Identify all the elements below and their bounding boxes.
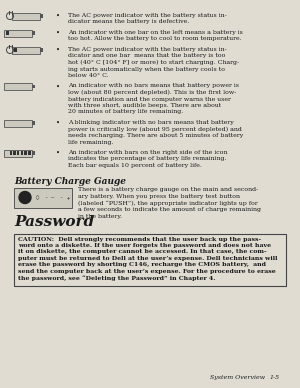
Text: -: -: [59, 195, 62, 200]
Text: •: •: [56, 119, 60, 127]
Text: The AC power indicator with the battery status in-
dicator means the battery is : The AC power indicator with the battery …: [68, 13, 227, 24]
Text: ○: ○: [36, 195, 40, 200]
Text: An indicator with one bar on the left means a battery is
too hot. Allow the batt: An indicator with one bar on the left me…: [68, 30, 243, 42]
Bar: [40, 14, 43, 18]
Text: •: •: [56, 12, 60, 20]
Text: +: +: [66, 195, 70, 200]
Text: -: -: [44, 195, 47, 200]
Text: Password: Password: [14, 215, 94, 229]
Text: There is a battery charge gauge on the main and second-
ary battery. When you pr: There is a battery charge gauge on the m…: [78, 187, 261, 218]
Bar: [32, 151, 34, 155]
Bar: [40, 48, 43, 52]
Text: —: —: [51, 195, 55, 200]
Bar: [14, 48, 17, 52]
Text: •: •: [56, 46, 60, 54]
Bar: [6, 31, 9, 35]
Bar: [13, 151, 16, 155]
Bar: [21, 151, 23, 155]
Text: A blinking indicator with no bars means that battery
power is critically low (ab: A blinking indicator with no bars means …: [68, 120, 243, 145]
Bar: [14, 187, 72, 208]
Text: •: •: [56, 149, 60, 157]
Text: An indicator with no bars means that battery power is
low (about 80 percent depl: An indicator with no bars means that bat…: [68, 83, 239, 114]
Bar: [12, 47, 40, 54]
Circle shape: [19, 192, 31, 203]
Bar: [4, 83, 32, 90]
Bar: [24, 151, 27, 155]
Bar: [4, 120, 32, 126]
Text: CAUTION:  Dell strongly recommends that the user back up the pass-
word onto a d: CAUTION: Dell strongly recommends that t…: [18, 237, 278, 281]
Text: An indicator with bars on the right side of the icon
indicates the percentage of: An indicator with bars on the right side…: [68, 150, 227, 168]
Bar: [12, 12, 40, 19]
Bar: [4, 149, 32, 156]
Bar: [10, 151, 12, 155]
Text: Battery Charge Gauge: Battery Charge Gauge: [14, 177, 126, 185]
Bar: [28, 151, 31, 155]
Bar: [32, 121, 34, 125]
Bar: [4, 29, 32, 36]
Text: •: •: [56, 83, 60, 90]
Bar: [32, 31, 34, 35]
Text: •: •: [56, 29, 60, 37]
Text: 1-5: 1-5: [270, 375, 280, 380]
Text: System Overview: System Overview: [210, 375, 265, 380]
Text: The AC power indicator with the battery status in-
dicator and one bar  means th: The AC power indicator with the battery …: [68, 47, 239, 78]
Bar: [32, 85, 34, 88]
Bar: [17, 151, 20, 155]
Bar: [14, 234, 286, 286]
